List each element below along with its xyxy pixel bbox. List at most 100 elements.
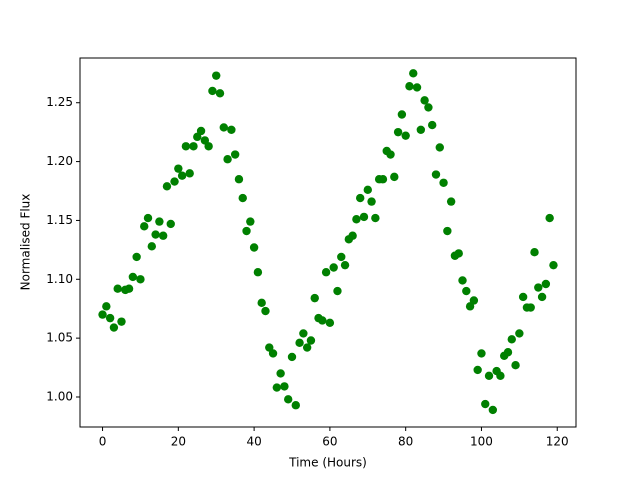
- point: [212, 71, 221, 80]
- point: [412, 83, 422, 92]
- point: [462, 286, 471, 296]
- point: [299, 329, 308, 338]
- point: [367, 197, 376, 206]
- point: [105, 313, 115, 323]
- point: [507, 335, 516, 344]
- point: [227, 125, 236, 134]
- point: [170, 177, 179, 186]
- point: [151, 230, 160, 239]
- point: [215, 89, 225, 98]
- point: [496, 371, 505, 380]
- point: [219, 123, 228, 132]
- x-tick-label: 100: [470, 435, 493, 449]
- point: [359, 212, 369, 222]
- point: [109, 323, 119, 332]
- point: [371, 213, 380, 223]
- point: [439, 178, 448, 187]
- point: [443, 226, 452, 236]
- point: [242, 226, 251, 236]
- point: [530, 248, 539, 257]
- point: [534, 283, 543, 292]
- point: [287, 352, 297, 362]
- point: [545, 213, 554, 223]
- point: [484, 371, 494, 380]
- point: [549, 260, 558, 270]
- point: [397, 110, 407, 119]
- point: [158, 231, 168, 240]
- point: [393, 127, 403, 137]
- point: [117, 317, 126, 326]
- point: [435, 143, 444, 152]
- point: [515, 329, 524, 338]
- point: [348, 231, 357, 240]
- point: [268, 349, 278, 358]
- plot-frame: [79, 57, 577, 428]
- point: [132, 252, 141, 262]
- point: [295, 338, 304, 348]
- point: [128, 272, 138, 282]
- point: [162, 182, 172, 191]
- point: [113, 284, 122, 293]
- point: [249, 243, 259, 252]
- point: [378, 175, 388, 184]
- point: [458, 276, 467, 285]
- point: [204, 142, 213, 151]
- point: [409, 69, 418, 78]
- point: [356, 193, 365, 203]
- point: [155, 217, 164, 226]
- point: [261, 306, 270, 316]
- point: [140, 222, 149, 231]
- point: [98, 310, 107, 319]
- point: [321, 268, 331, 277]
- x-tick-label: 120: [546, 435, 569, 449]
- point: [333, 286, 342, 296]
- point: [424, 103, 433, 112]
- point: [143, 213, 153, 223]
- point: [469, 296, 479, 305]
- point: [401, 131, 410, 140]
- point: [340, 260, 350, 270]
- point: [272, 383, 282, 392]
- point: [208, 86, 217, 96]
- y-tick-label: 1.05: [46, 331, 73, 345]
- point: [189, 142, 198, 151]
- point: [196, 126, 206, 136]
- point: [230, 150, 240, 159]
- point: [428, 120, 437, 130]
- y-axis-label: Normalised Flux: [19, 194, 33, 291]
- point: [136, 275, 145, 284]
- y-tick-label: 1.00: [46, 389, 73, 403]
- x-tick-label: 0: [99, 435, 107, 449]
- point: [306, 336, 316, 345]
- point: [318, 316, 327, 325]
- point: [302, 343, 312, 352]
- y-tick-label: 1.25: [46, 95, 73, 109]
- y-tick-label: 1.10: [46, 272, 73, 286]
- point: [257, 298, 266, 308]
- point: [238, 193, 247, 203]
- point: [386, 150, 395, 159]
- point: [253, 268, 263, 277]
- point: [246, 217, 255, 226]
- x-tick-label: 60: [322, 435, 337, 449]
- point: [276, 369, 285, 378]
- point: [234, 175, 244, 184]
- point: [526, 303, 535, 312]
- point: [280, 382, 289, 391]
- point: [488, 405, 498, 415]
- point: [481, 399, 490, 409]
- point: [223, 155, 232, 164]
- point: [416, 125, 426, 134]
- point: [102, 302, 111, 311]
- point: [431, 170, 441, 179]
- x-axis-label: Time (Hours): [288, 456, 367, 470]
- point: [284, 395, 293, 404]
- point: [477, 349, 486, 358]
- point: [337, 252, 346, 262]
- x-tick-label: 20: [171, 435, 186, 449]
- point: [363, 185, 372, 195]
- point: [325, 318, 335, 328]
- point: [518, 292, 528, 302]
- point: [147, 242, 157, 251]
